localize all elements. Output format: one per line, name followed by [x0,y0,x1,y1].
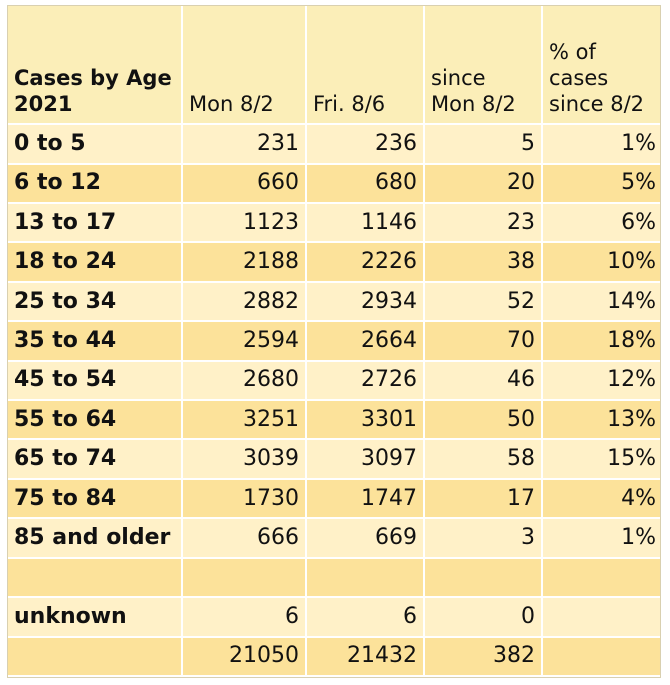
header-pct-line3: since 8/2 [549,92,645,117]
table-row: 13 to 17 1123 1146 23 6% [8,203,660,244]
fri-cell: 3097 [306,439,425,480]
age-cell: 6 to 12 [8,163,183,205]
cases-by-age-table: Cases by Age 2021 Mon 8/2 Fri. 8/6 since M… [8,6,660,677]
table-row: 45 to 54 2680 2726 46 12% [8,360,660,402]
table-row: 25 to 34 2882 2934 52 14% [8,281,660,323]
since-cell: 3 [424,518,543,559]
pct-cell: 15% [542,439,660,480]
age-cell: 55 to 64 [8,400,183,441]
age-cell: 25 to 34 [8,281,183,323]
since-cell: 52 [424,281,543,323]
mon-cell: 666 [182,518,307,559]
unknown-since-cell: 0 [424,597,543,638]
age-cell: 0 to 5 [8,124,183,165]
blank-cell [182,557,307,599]
pct-cell: 4% [542,478,660,520]
fri-cell: 1747 [306,478,425,520]
table-row: 85 and older 666 669 3 1% [8,518,660,559]
table-row: 6 to 12 660 680 20 5% [8,163,660,205]
total-since-cell: 382 [424,636,543,677]
fri-cell: 1146 [306,203,425,244]
table-row: 18 to 24 2188 2226 38 10% [8,242,660,283]
blank-cell [8,557,183,599]
unknown-pct-cell [542,597,660,638]
mon-cell: 231 [182,124,307,165]
blank-cell [424,557,543,599]
since-cell: 58 [424,439,543,480]
table-row: 55 to 64 3251 3301 50 13% [8,400,660,441]
mon-cell: 2188 [182,242,307,283]
blank-cell [306,557,425,599]
total-row: 21050 21432 382 [8,636,660,677]
blank-row [8,557,660,599]
header-since-line1: since [431,66,486,91]
pct-cell: 10% [542,242,660,283]
mon-cell: 1730 [182,478,307,520]
since-cell: 23 [424,203,543,244]
pct-cell: 18% [542,321,660,362]
header-age-line1: Cases by Age [14,66,172,91]
since-cell: 5 [424,124,543,165]
header-fri: Fri. 8/6 [306,6,425,126]
fri-cell: 3301 [306,400,425,441]
mon-cell: 1123 [182,203,307,244]
header-since: since Mon 8/2 [424,6,543,126]
fri-cell: 236 [306,124,425,165]
age-cell: 75 to 84 [8,478,183,520]
mon-cell: 3251 [182,400,307,441]
pct-cell: 12% [542,360,660,402]
mon-cell: 2594 [182,321,307,362]
total-fri-cell: 21432 [306,636,425,677]
unknown-age-cell: unknown [8,597,183,638]
fri-cell: 2934 [306,281,425,323]
pct-cell: 1% [542,518,660,559]
table-row: 35 to 44 2594 2664 70 18% [8,321,660,362]
age-cell: 45 to 54 [8,360,183,402]
pct-cell: 5% [542,163,660,205]
since-cell: 38 [424,242,543,283]
age-cell: 65 to 74 [8,439,183,480]
header-pct-line2: cases [549,66,609,91]
since-cell: 50 [424,400,543,441]
header-row: Cases by Age 2021 Mon 8/2 Fri. 8/6 since M… [8,6,660,126]
age-cell: 13 to 17 [8,203,183,244]
age-cell: 35 to 44 [8,321,183,362]
unknown-mon-cell: 6 [182,597,307,638]
header-since-line2: Mon 8/2 [431,92,516,117]
fri-cell: 2226 [306,242,425,283]
header-age: Cases by Age 2021 [8,6,183,126]
fri-cell: 680 [306,163,425,205]
header-age-line2: 2021 [14,92,73,117]
fri-cell: 2726 [306,360,425,402]
table-row: 75 to 84 1730 1747 17 4% [8,478,660,520]
total-pct-cell [542,636,660,677]
since-cell: 70 [424,321,543,362]
age-cell: 18 to 24 [8,242,183,283]
age-cell: 85 and older [8,518,183,559]
mon-cell: 3039 [182,439,307,480]
mon-cell: 2882 [182,281,307,323]
unknown-fri-cell: 6 [306,597,425,638]
total-label-cell [8,636,183,677]
unknown-row: unknown 6 6 0 [8,597,660,638]
cases-by-age-table-container: Cases by Age 2021 Mon 8/2 Fri. 8/6 since M… [7,5,661,678]
mon-cell: 2680 [182,360,307,402]
since-cell: 20 [424,163,543,205]
fri-cell: 669 [306,518,425,559]
pct-cell: 13% [542,400,660,441]
pct-cell: 6% [542,203,660,244]
fri-cell: 2664 [306,321,425,362]
header-pct-line1: % of [549,40,596,65]
since-cell: 46 [424,360,543,402]
since-cell: 17 [424,478,543,520]
pct-cell: 1% [542,124,660,165]
pct-cell: 14% [542,281,660,323]
table-row: 65 to 74 3039 3097 58 15% [8,439,660,480]
blank-cell [542,557,660,599]
mon-cell: 660 [182,163,307,205]
header-mon: Mon 8/2 [182,6,307,126]
total-mon-cell: 21050 [182,636,307,677]
table-row: 0 to 5 231 236 5 1% [8,124,660,165]
header-pct: % of cases since 8/2 [542,6,660,126]
